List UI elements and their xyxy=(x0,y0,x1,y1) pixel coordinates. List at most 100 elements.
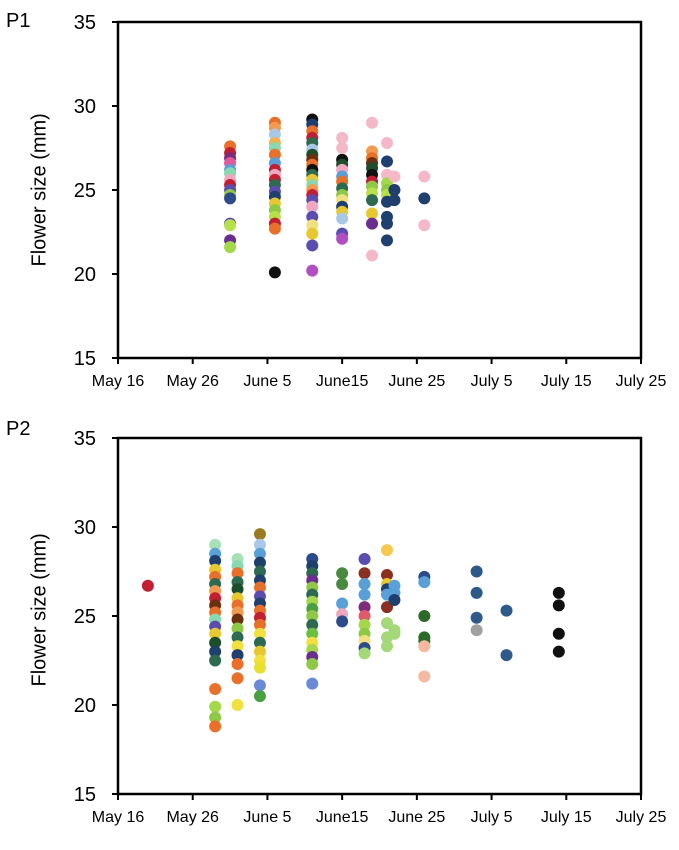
data-point xyxy=(141,579,154,592)
data-point xyxy=(552,627,565,640)
data-point xyxy=(224,241,237,254)
data-point xyxy=(209,627,222,640)
panel-label: P2 xyxy=(6,418,31,440)
data-point xyxy=(380,217,393,230)
x-tick-label: May 16 xyxy=(92,809,145,826)
data-point xyxy=(253,528,266,541)
data-point xyxy=(253,538,266,551)
data-point xyxy=(209,654,222,667)
x-tick-label: July 15 xyxy=(541,373,592,390)
x-tick-label: July 25 xyxy=(616,809,667,826)
data-point xyxy=(366,116,379,129)
data-point xyxy=(380,601,393,614)
data-point xyxy=(231,699,244,711)
data-point xyxy=(224,219,237,232)
y-tick-label: 30 xyxy=(74,96,96,118)
data-point xyxy=(358,588,371,601)
data-point xyxy=(306,677,319,690)
data-point xyxy=(209,554,222,567)
data-point xyxy=(231,567,244,580)
data-point xyxy=(358,601,371,614)
y-tick-label: 25 xyxy=(74,180,96,202)
data-point xyxy=(380,544,393,557)
data-point xyxy=(388,184,401,196)
y-tick-label: 15 xyxy=(74,348,96,370)
plot-area-frame xyxy=(116,20,643,360)
data-point xyxy=(253,679,266,692)
data-point xyxy=(470,565,483,578)
scatter-chart-p2: 15 20 25 30 35 May 16 May 26 June 5 June15 June 2… xyxy=(74,428,667,826)
data-point xyxy=(253,547,266,560)
data-point xyxy=(268,148,281,161)
data-point xyxy=(209,720,222,733)
data-point xyxy=(306,610,319,622)
data-point xyxy=(209,538,222,551)
data-point xyxy=(253,690,266,703)
x-tick-label: July 25 xyxy=(616,373,667,390)
data-point xyxy=(358,647,371,660)
data-point xyxy=(253,581,266,594)
data-point xyxy=(358,567,371,580)
data-point xyxy=(418,219,431,232)
data-point xyxy=(418,670,431,683)
data-point xyxy=(358,618,371,631)
data-point xyxy=(209,700,222,713)
x-tick-label: May 26 xyxy=(166,809,219,826)
data-point xyxy=(231,631,244,644)
data-point xyxy=(253,661,266,674)
data-point xyxy=(418,576,431,589)
data-point xyxy=(253,627,266,640)
data-point xyxy=(253,565,266,578)
data-point xyxy=(418,192,431,205)
x-tick-label: July 5 xyxy=(471,809,513,826)
x-tick-label: June15 xyxy=(316,809,369,826)
data-point xyxy=(366,249,379,262)
data-point xyxy=(253,556,266,569)
data-point xyxy=(306,658,319,671)
data-point xyxy=(358,553,371,566)
data-point xyxy=(500,649,513,662)
data-point xyxy=(306,210,319,223)
x-tick-label: July 15 xyxy=(541,809,592,826)
y-tick-label: 25 xyxy=(74,606,96,628)
data-point xyxy=(209,711,222,724)
data-point xyxy=(388,593,401,606)
data-point xyxy=(380,136,393,149)
data-point xyxy=(231,640,244,653)
data-point xyxy=(209,682,222,695)
data-point xyxy=(336,142,349,154)
data-point xyxy=(336,597,349,610)
data-point xyxy=(336,131,349,144)
data-point xyxy=(231,622,244,635)
data-point xyxy=(306,627,319,640)
y-tick-label: 30 xyxy=(74,517,96,539)
data-point xyxy=(231,583,244,596)
data-point xyxy=(306,264,319,277)
data-point xyxy=(336,577,349,590)
data-point xyxy=(209,645,222,658)
data-point xyxy=(336,615,349,628)
x-tick-label: May 16 xyxy=(92,373,145,390)
x-tick-label: June 25 xyxy=(388,373,445,390)
data-point xyxy=(380,155,393,168)
data-point xyxy=(470,624,483,637)
data-point xyxy=(388,627,401,640)
data-point xyxy=(306,227,319,240)
data-point xyxy=(552,599,565,612)
data-point xyxy=(388,194,401,207)
data-point xyxy=(470,611,483,624)
panel-p2: P2 Flower size (mm) 15 20 25 30 35 May 16 May … xyxy=(0,410,679,850)
data-point xyxy=(253,645,266,658)
data-point xyxy=(500,604,513,617)
data-point xyxy=(418,610,431,622)
y-tick-label: 20 xyxy=(74,264,96,286)
data-point xyxy=(388,170,401,183)
panel-p1: P1 Flower size (mm) 15 20 25 30 35 May 16 May … xyxy=(0,0,679,410)
data-point xyxy=(418,640,431,653)
data-point xyxy=(231,649,244,662)
data-point xyxy=(268,128,281,141)
data-point xyxy=(552,586,565,599)
y-tick-label: 15 xyxy=(74,784,96,806)
x-tick-label: June 5 xyxy=(243,373,291,390)
x-tick-label: June 25 xyxy=(388,809,445,826)
